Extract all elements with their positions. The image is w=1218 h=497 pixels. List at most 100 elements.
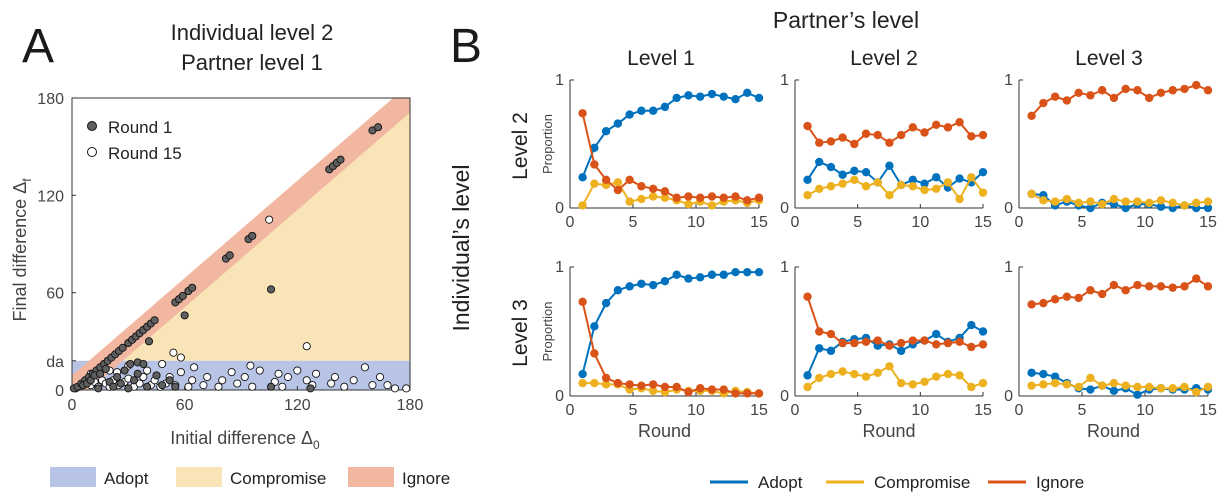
ignore-point <box>873 130 882 140</box>
compromise-point <box>1039 380 1048 389</box>
round-label: Round <box>638 421 691 441</box>
legend-round15-marker <box>87 147 97 157</box>
ignore-point <box>731 389 740 398</box>
ignore-point <box>1121 286 1130 295</box>
compromise-point <box>1121 381 1130 390</box>
x-tick-label: 0 <box>566 214 575 231</box>
panel-a-letter: A <box>22 20 54 73</box>
ignore-point <box>873 336 882 345</box>
compromise-point <box>613 178 623 187</box>
adopt-point <box>1050 372 1060 381</box>
compromise-point <box>896 180 906 190</box>
adopt-point <box>955 174 964 183</box>
round1-point <box>165 376 174 385</box>
adopt-point <box>1109 386 1119 396</box>
adopt-point <box>684 91 693 100</box>
round15-point <box>312 369 321 378</box>
round1-point <box>109 382 118 391</box>
ignore-point <box>590 349 599 358</box>
ignore-point <box>1074 88 1083 98</box>
adopt-point <box>696 92 705 101</box>
round15-point <box>214 382 223 391</box>
proportion-label: Proportion <box>540 114 555 174</box>
ignore-line <box>1031 277 1209 306</box>
ignore-line <box>581 301 759 395</box>
compromise-point <box>1027 381 1036 390</box>
ignore-point <box>955 118 964 127</box>
compromise-line <box>1031 193 1209 207</box>
panel-b-row-header: Individual’s level <box>448 164 474 331</box>
compromise-line <box>1031 376 1209 394</box>
ignore-point <box>838 133 847 142</box>
x-tick-label: 15 <box>750 402 768 419</box>
ignore-point <box>908 123 918 132</box>
adopt-point <box>815 157 824 167</box>
round15-point <box>278 382 287 391</box>
compromise-line <box>806 365 984 389</box>
adopt-point <box>885 161 894 170</box>
ignore-point <box>1027 300 1036 309</box>
ignore-point <box>943 123 953 132</box>
row-title-level2: Level 2 <box>509 112 532 180</box>
adopt-point <box>672 93 681 103</box>
round-label: Round <box>862 421 915 441</box>
x-tick-label: 15 <box>750 214 768 231</box>
ignore-point <box>955 337 964 347</box>
adopt-line <box>581 271 759 375</box>
ignore-point <box>850 338 859 348</box>
round15-point <box>203 372 212 382</box>
da-label: da <box>46 354 64 371</box>
round15-point <box>383 381 392 390</box>
compromise-point <box>1133 382 1142 392</box>
x-tick-label: 10 <box>687 402 705 419</box>
round15-point <box>349 376 358 385</box>
compromise-point <box>660 193 670 202</box>
ignore-point <box>908 336 918 345</box>
y-tick-label: 0 <box>555 388 564 405</box>
legend-compromise-label: Compromise <box>230 469 326 488</box>
ignore-point <box>1180 282 1189 291</box>
compromise-point <box>1074 198 1083 208</box>
compromise-point <box>920 377 929 387</box>
round-label: Round <box>1087 421 1140 441</box>
adopt-point <box>1156 202 1166 211</box>
y-tick-label: 0 <box>555 200 564 217</box>
compromise-point <box>1168 198 1177 208</box>
round15-point <box>375 372 385 382</box>
round15-point <box>240 372 249 382</box>
x-tick-label: 0 <box>791 214 800 231</box>
compromise-point <box>1156 196 1166 205</box>
ignore-point <box>978 130 988 140</box>
ignore-point <box>696 193 705 202</box>
panel-b-legend: Adopt Compromise Ignore <box>710 473 1084 492</box>
adopt-point <box>1027 368 1036 377</box>
compromise-point <box>955 371 964 380</box>
ignore-point <box>1121 84 1130 94</box>
ignore-point <box>637 381 646 390</box>
compromise-point <box>815 184 824 193</box>
ignore-point <box>1145 282 1154 291</box>
round15-point <box>390 384 400 393</box>
round1-point <box>116 379 125 388</box>
round1-point <box>248 231 257 240</box>
ignore-point <box>1074 293 1083 303</box>
adopt-point <box>743 267 752 277</box>
round15-point <box>190 363 199 372</box>
adopt-point <box>803 175 812 185</box>
col-title-level3: Level 3 <box>1075 47 1143 70</box>
x-tick-label: 120 <box>284 397 311 414</box>
adopt-point <box>826 346 836 356</box>
ignore-point <box>1168 283 1177 292</box>
ignore-line <box>806 296 984 349</box>
x-tick-label: 0 <box>68 397 77 414</box>
round1-point <box>94 384 103 393</box>
ignore-point <box>1086 91 1095 100</box>
x-tick-label: 15 <box>974 214 992 231</box>
compromise-point <box>873 368 882 377</box>
y-tick-label: 1 <box>780 259 789 276</box>
ignore-point <box>754 389 764 398</box>
compromise-point <box>1074 382 1083 392</box>
adopt-point <box>719 270 728 279</box>
round15-point <box>265 215 274 224</box>
ignore-point <box>1039 298 1048 308</box>
